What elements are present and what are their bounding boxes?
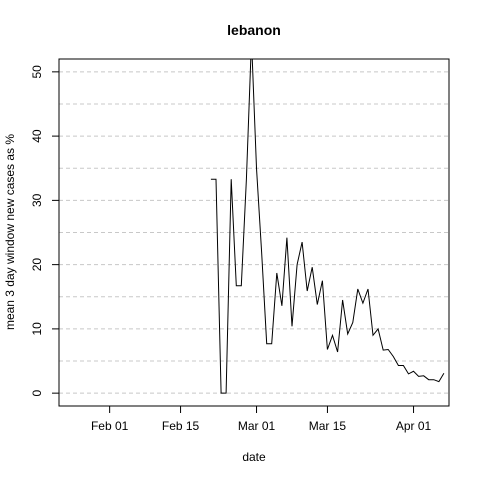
y-tick-label: 20	[30, 258, 44, 272]
x-axis-label: date	[242, 450, 266, 464]
y-tick-label: 30	[30, 193, 44, 207]
x-tick-label: Feb 15	[162, 419, 200, 433]
y-tick-label: 40	[30, 129, 44, 143]
series-line	[210, 59, 445, 394]
y-tick-label: 10	[30, 322, 44, 336]
y-tick-label: 50	[30, 65, 44, 79]
grid-lines	[59, 71, 449, 394]
plot-frame	[58, 58, 450, 407]
x-tick-label: Mar 15	[309, 419, 347, 433]
y-axis: 0 10 20 30 40 50	[30, 65, 59, 396]
x-tick-label: Feb 01	[91, 419, 129, 433]
y-axis-label: mean 3 day window new cases as %	[3, 134, 17, 330]
chart-title: lebanon	[227, 22, 281, 38]
x-axis: Feb 01 Feb 15 Mar 01 Mar 15 Apr 01	[91, 406, 432, 433]
x-tick-label: Mar 01	[238, 419, 276, 433]
y-tick-label: 0	[30, 389, 44, 396]
x-tick-label: Apr 01	[396, 419, 432, 433]
